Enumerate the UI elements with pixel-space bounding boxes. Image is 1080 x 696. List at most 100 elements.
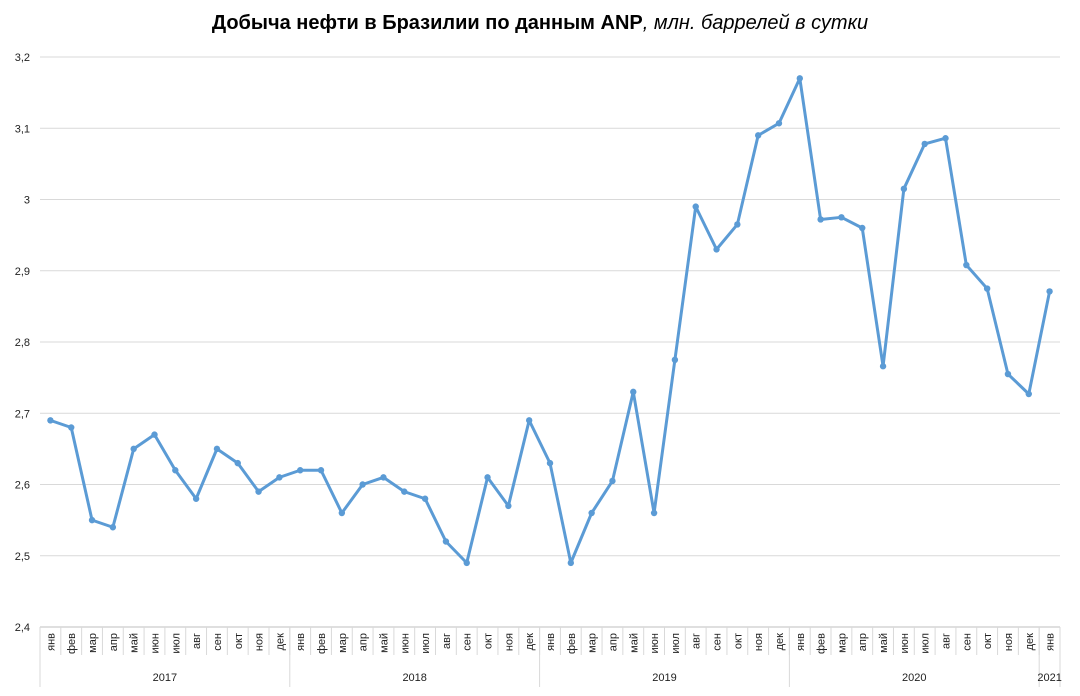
x-tick-label-month: ноя <box>254 633 266 651</box>
data-point <box>525 417 533 424</box>
data-point <box>671 356 679 364</box>
data-point <box>567 559 575 567</box>
data-point <box>505 502 512 510</box>
series-oil-production <box>47 75 1053 567</box>
x-tick-label-month: июл <box>920 633 932 654</box>
x-group-label-year: 2018 <box>402 672 426 684</box>
x-tick-label-month: дек <box>524 633 536 651</box>
x-tick-label-month: июл <box>670 633 682 654</box>
x-tick-label-month: ноя <box>503 633 515 651</box>
data-point <box>297 467 304 474</box>
x-group-label-year: 2021 <box>1037 672 1061 684</box>
x-tick-label-month: дек <box>274 633 286 651</box>
data-point <box>317 467 325 474</box>
x-tick-label-month: окт <box>483 633 495 649</box>
series-line <box>48 76 1052 565</box>
data-point <box>546 459 554 467</box>
x-tick-label-month: ноя <box>753 633 765 651</box>
y-tick-label: 3 <box>24 195 30 207</box>
y-tick-label: 2,7 <box>15 408 30 420</box>
chart-title-units: , млн. баррелей в сутки <box>642 12 869 34</box>
data-point <box>442 538 450 545</box>
data-point <box>1025 390 1032 398</box>
x-tick-label-month: июл <box>420 633 432 654</box>
data-point <box>380 474 387 481</box>
x-tick-label-month: мар <box>337 633 349 653</box>
data-point <box>401 488 408 495</box>
data-point <box>172 467 179 474</box>
gridlines <box>40 56 1060 628</box>
y-tick-label: 3,1 <box>15 123 30 135</box>
data-point <box>650 509 658 517</box>
data-point <box>630 388 637 396</box>
y-tick-label: 3,2 <box>15 52 30 64</box>
data-point <box>734 221 741 228</box>
chart-title: Добыча нефти в Бразилии по данным ANP, м… <box>0 12 1080 35</box>
data-point <box>921 140 928 148</box>
x-tick-label-month: янв <box>295 633 307 651</box>
x-tick-label-month: июн <box>899 633 911 653</box>
data-point <box>1046 288 1053 295</box>
x-tick-label-month: май <box>628 633 640 653</box>
x-tick-label-month: июн <box>149 633 161 653</box>
data-point <box>754 132 762 139</box>
data-point <box>817 216 824 223</box>
data-point <box>130 445 137 453</box>
y-tick-label: 2,6 <box>15 480 30 492</box>
data-point <box>421 495 429 502</box>
x-tick-label-month: дек <box>1024 633 1036 651</box>
data-point <box>900 185 908 193</box>
data-point <box>983 285 991 292</box>
data-point <box>255 488 262 495</box>
data-point <box>859 224 866 232</box>
x-tick-label-month: янв <box>1045 633 1057 651</box>
x-tick-label-month: авг <box>191 633 203 649</box>
x-tick-label-month: авг <box>441 633 453 649</box>
data-point <box>88 516 96 524</box>
y-tick-label: 2,4 <box>15 622 30 634</box>
x-tick-label-month: июн <box>649 633 661 653</box>
x-tick-label-month: фев <box>316 633 328 654</box>
data-point <box>338 509 346 517</box>
data-point <box>234 459 241 467</box>
x-group-label-year: 2020 <box>902 672 926 684</box>
data-point <box>276 474 283 481</box>
x-tick-label-month: сен <box>212 633 224 651</box>
x-tick-label-month: июл <box>170 633 182 654</box>
data-point <box>692 203 699 210</box>
chart-title-main: Добыча нефти в Бразилии по данным ANP <box>211 12 643 34</box>
x-tick-label-month: апр <box>108 633 120 651</box>
x-tick-label-month: фев <box>816 633 828 654</box>
x-tick-label-month: июн <box>399 633 411 653</box>
x-tick-label-month: дек <box>774 633 786 651</box>
y-tick-label: 2,9 <box>15 266 30 278</box>
x-tick-label-month: янв <box>795 633 807 651</box>
x-tick-label-month: апр <box>358 633 370 651</box>
data-point <box>879 363 887 370</box>
x-tick-label-month: фев <box>566 633 578 654</box>
x-tick-label-month: окт <box>982 633 994 649</box>
data-point <box>588 509 595 517</box>
x-tick-label-month: мар <box>87 633 99 653</box>
data-point <box>213 445 221 453</box>
data-point <box>151 431 158 438</box>
x-tick-label-month: авг <box>691 633 703 649</box>
data-point <box>1004 370 1012 378</box>
data-point <box>463 559 470 567</box>
x-tick-label-month: апр <box>607 633 619 651</box>
data-point <box>775 120 783 127</box>
x-tick-label-month: апр <box>857 633 869 651</box>
x-tick-label-month: сен <box>462 633 474 651</box>
data-point <box>942 135 949 142</box>
x-tick-label-month: ноя <box>1003 633 1015 651</box>
x-tick-label-month: май <box>878 633 890 653</box>
data-point <box>963 261 970 269</box>
x-group-label-year: 2017 <box>153 672 177 684</box>
y-axis: 2,4 2,5 2,6 2,7 2,8 2,9 3 3,1 3,2 <box>15 52 30 634</box>
data-point <box>68 424 75 431</box>
data-point <box>838 214 845 221</box>
x-axis: янв фев мар апр май июн июл авг сен окт ноя дек янв ф… <box>39 626 1062 687</box>
data-point <box>609 477 616 485</box>
x-tick-label-month: мар <box>587 633 599 653</box>
